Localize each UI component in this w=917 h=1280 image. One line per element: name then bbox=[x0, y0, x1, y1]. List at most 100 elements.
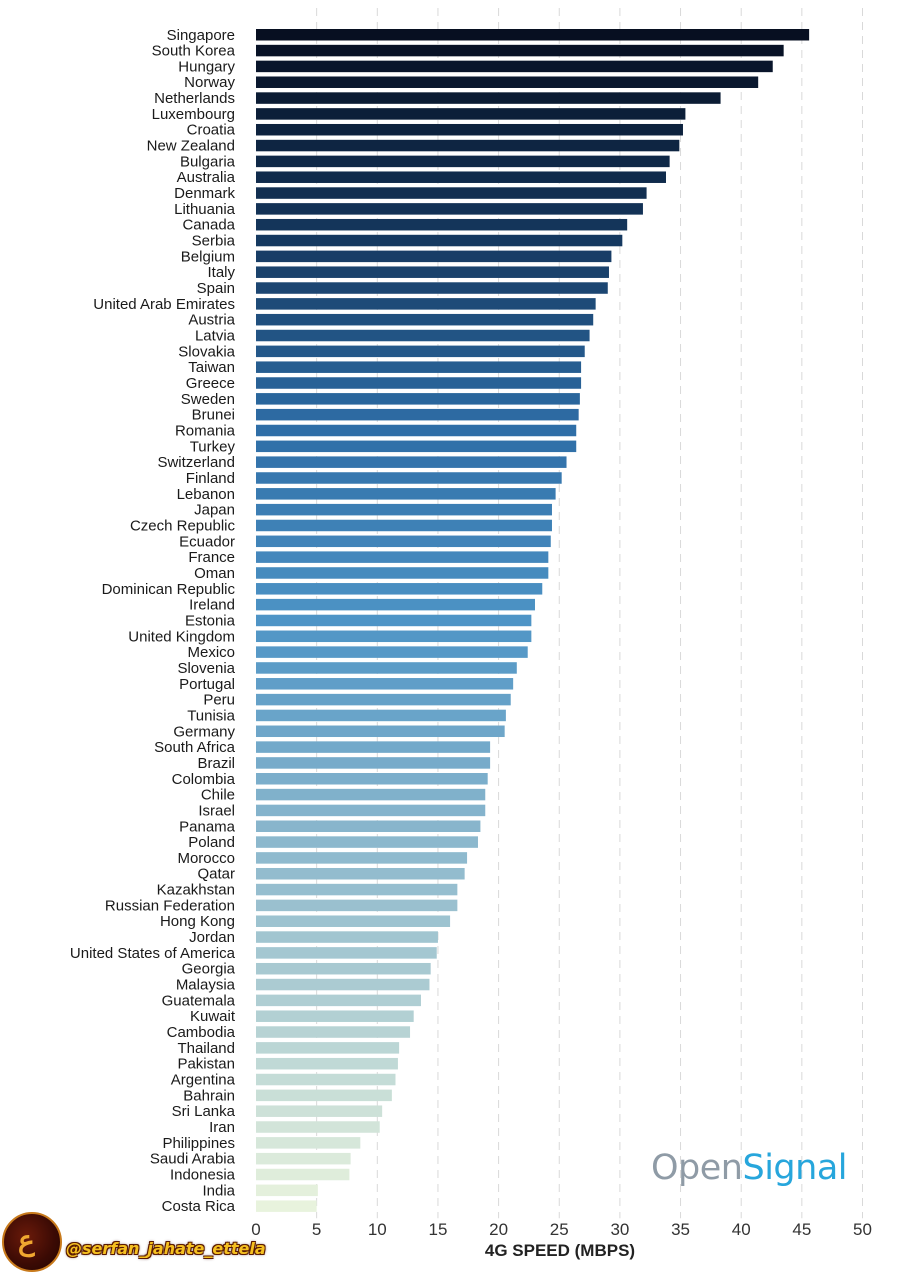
bar bbox=[256, 519, 552, 532]
bar bbox=[256, 60, 773, 73]
category-label: Norway bbox=[184, 74, 235, 91]
bar bbox=[256, 503, 552, 516]
category-label: Croatia bbox=[187, 122, 236, 139]
category-label: Hong Kong bbox=[160, 913, 235, 930]
category-label: Jordan bbox=[189, 929, 235, 946]
bar bbox=[256, 203, 643, 215]
x-axis-title: 4G SPEED (MBPS) bbox=[485, 1241, 635, 1260]
bar bbox=[256, 187, 647, 199]
category-label: Switzerland bbox=[157, 454, 235, 471]
bar bbox=[256, 630, 532, 643]
bar bbox=[256, 1105, 383, 1117]
category-label: Philippines bbox=[162, 1135, 235, 1152]
bar bbox=[256, 1026, 411, 1038]
category-label: Lithuania bbox=[174, 201, 236, 218]
watermark-logo-glyph: ع bbox=[18, 1224, 35, 1257]
bar bbox=[256, 108, 686, 120]
category-label: Malaysia bbox=[176, 977, 236, 994]
x-tick-label: 20 bbox=[489, 1220, 508, 1239]
bar bbox=[256, 361, 582, 373]
bar bbox=[256, 488, 556, 500]
bar bbox=[256, 773, 488, 785]
bar bbox=[256, 393, 580, 405]
bars bbox=[256, 29, 810, 1212]
bar bbox=[256, 1168, 350, 1181]
category-label: Spain bbox=[197, 280, 235, 297]
category-label: Tunisia bbox=[187, 707, 235, 724]
bar bbox=[256, 978, 430, 991]
category-label: Kazakhstan bbox=[157, 882, 235, 899]
bar bbox=[256, 757, 491, 769]
category-label: Greece bbox=[186, 375, 235, 392]
category-label: Israel bbox=[198, 802, 235, 819]
watermark-logo-icon: ع bbox=[2, 1212, 62, 1272]
category-label: Estonia bbox=[185, 612, 236, 629]
category-label: United Arab Emirates bbox=[93, 296, 235, 313]
category-label: Lebanon bbox=[177, 486, 235, 503]
bar bbox=[256, 788, 486, 801]
bar bbox=[256, 820, 481, 832]
watermark-handle: @serfan_jahate_ettela bbox=[66, 1239, 266, 1258]
category-label: Sri Lanka bbox=[172, 1103, 236, 1120]
bar bbox=[256, 678, 514, 690]
bar bbox=[256, 266, 609, 278]
category-label: India bbox=[202, 1182, 235, 1199]
bar bbox=[256, 377, 582, 389]
bar bbox=[256, 171, 666, 183]
category-label: Iran bbox=[209, 1119, 235, 1136]
category-label: Ecuador bbox=[179, 533, 235, 550]
bar bbox=[256, 994, 421, 1007]
brand-open-text: Open bbox=[651, 1148, 743, 1188]
bar bbox=[256, 29, 810, 41]
bar bbox=[256, 234, 623, 247]
bar bbox=[256, 567, 549, 579]
bar bbox=[256, 424, 577, 437]
category-label: Finland bbox=[186, 470, 235, 487]
bar bbox=[256, 1184, 318, 1197]
category-label: Australia bbox=[177, 169, 236, 186]
bar bbox=[256, 1121, 380, 1133]
bar bbox=[256, 883, 458, 896]
bar bbox=[256, 123, 683, 136]
bar bbox=[256, 313, 594, 326]
category-label: Italy bbox=[207, 264, 235, 281]
category-label: Brazil bbox=[197, 755, 235, 772]
category-label: Colombia bbox=[172, 771, 236, 788]
category-label: Kuwait bbox=[190, 1008, 236, 1025]
category-label: Slovakia bbox=[178, 343, 235, 360]
category-label: South Korea bbox=[152, 43, 236, 60]
category-label: United States of America bbox=[70, 945, 236, 962]
category-label: Hungary bbox=[178, 58, 235, 75]
bar bbox=[256, 139, 680, 152]
bar bbox=[256, 598, 535, 611]
category-label: Taiwan bbox=[188, 359, 235, 376]
x-tick-label: 35 bbox=[671, 1220, 690, 1239]
category-label: Argentina bbox=[171, 1072, 236, 1089]
category-label: Pakistan bbox=[177, 1056, 235, 1073]
category-label: Singapore bbox=[167, 27, 235, 44]
bar bbox=[256, 725, 505, 738]
bar bbox=[256, 1152, 351, 1165]
category-label: Panama bbox=[179, 818, 236, 835]
category-label: Costa Rica bbox=[162, 1198, 236, 1215]
category-label: Indonesia bbox=[170, 1167, 236, 1184]
bar bbox=[256, 931, 438, 943]
category-label: Netherlands bbox=[154, 90, 235, 107]
category-label: Latvia bbox=[195, 328, 236, 345]
brand-signal-text: Signal bbox=[742, 1148, 847, 1188]
category-label: Qatar bbox=[197, 866, 235, 883]
bar bbox=[256, 709, 506, 722]
bar bbox=[256, 329, 590, 342]
category-label: Sweden bbox=[181, 391, 235, 408]
category-label: Guatemala bbox=[162, 992, 236, 1009]
bar bbox=[256, 899, 458, 912]
category-label: Slovenia bbox=[177, 660, 235, 677]
bar bbox=[256, 1137, 361, 1149]
category-label: Saudi Arabia bbox=[150, 1151, 236, 1168]
x-tick-label: 10 bbox=[368, 1220, 387, 1239]
category-label: Luxembourg bbox=[152, 106, 235, 123]
category-label: Brunei bbox=[192, 407, 235, 424]
bar bbox=[256, 1200, 317, 1212]
